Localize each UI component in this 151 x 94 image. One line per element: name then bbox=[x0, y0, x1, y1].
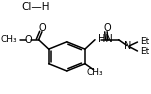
Text: O: O bbox=[38, 23, 46, 33]
Text: O: O bbox=[103, 23, 111, 33]
Text: CH₃: CH₃ bbox=[0, 35, 17, 44]
Text: CH₃: CH₃ bbox=[86, 68, 103, 77]
Text: Et: Et bbox=[140, 47, 150, 56]
Text: O: O bbox=[25, 35, 32, 45]
Text: Et: Et bbox=[140, 37, 150, 46]
Text: HN: HN bbox=[98, 34, 113, 44]
Text: N: N bbox=[124, 41, 132, 51]
Text: Cl—H: Cl—H bbox=[21, 2, 50, 12]
